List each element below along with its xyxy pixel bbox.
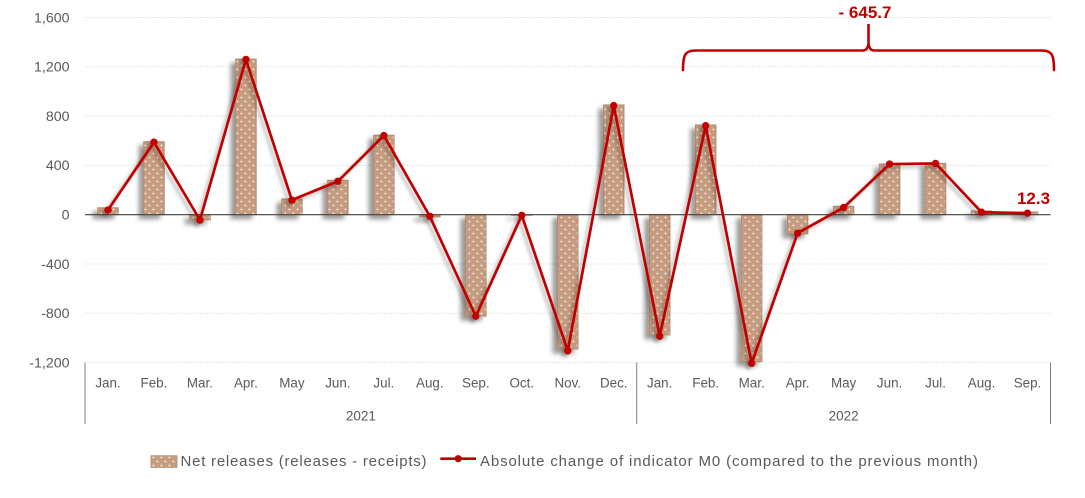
svg-text:May: May <box>279 376 305 391</box>
svg-text:Aug.: Aug. <box>968 376 996 391</box>
svg-text:Jan.: Jan. <box>95 376 120 391</box>
svg-text:2021: 2021 <box>346 409 376 424</box>
svg-text:Apr.: Apr. <box>234 376 258 391</box>
svg-text:Mar.: Mar. <box>739 376 765 391</box>
svg-text:Aug.: Aug. <box>416 376 444 391</box>
svg-text:Net releases (releases - recei: Net releases (releases - receipts) <box>181 453 427 470</box>
svg-text:-400: -400 <box>41 257 70 273</box>
svg-text:Absolute change of indicator M: Absolute change of indicator M0 (compare… <box>480 453 978 470</box>
svg-text:- 645.7: - 645.7 <box>839 3 892 22</box>
svg-text:Sep.: Sep. <box>1014 376 1042 391</box>
svg-text:12.3: 12.3 <box>1017 189 1050 208</box>
svg-text:400: 400 <box>46 158 70 174</box>
svg-text:Jul.: Jul. <box>373 376 394 391</box>
svg-text:Mar.: Mar. <box>187 376 213 391</box>
svg-text:Feb.: Feb. <box>692 376 719 391</box>
svg-text:2022: 2022 <box>829 409 859 424</box>
svg-text:-800: -800 <box>41 306 70 322</box>
svg-text:Jan.: Jan. <box>647 376 672 391</box>
svg-text:May: May <box>831 376 857 391</box>
svg-text:Jun.: Jun. <box>877 376 902 391</box>
svg-text:Jul.: Jul. <box>925 376 946 391</box>
svg-text:Dec.: Dec. <box>600 376 628 391</box>
svg-text:Jun.: Jun. <box>325 376 350 391</box>
svg-text:Nov.: Nov. <box>554 376 581 391</box>
svg-text:-1,200: -1,200 <box>29 355 69 371</box>
svg-text:0: 0 <box>62 208 70 224</box>
svg-text:1,600: 1,600 <box>34 10 70 26</box>
svg-text:800: 800 <box>46 109 70 125</box>
svg-text:Sep.: Sep. <box>462 376 490 391</box>
svg-text:Apr.: Apr. <box>786 376 810 391</box>
svg-text:Feb.: Feb. <box>141 376 168 391</box>
svg-text:Oct.: Oct. <box>509 376 534 391</box>
svg-text:1,200: 1,200 <box>34 60 70 76</box>
